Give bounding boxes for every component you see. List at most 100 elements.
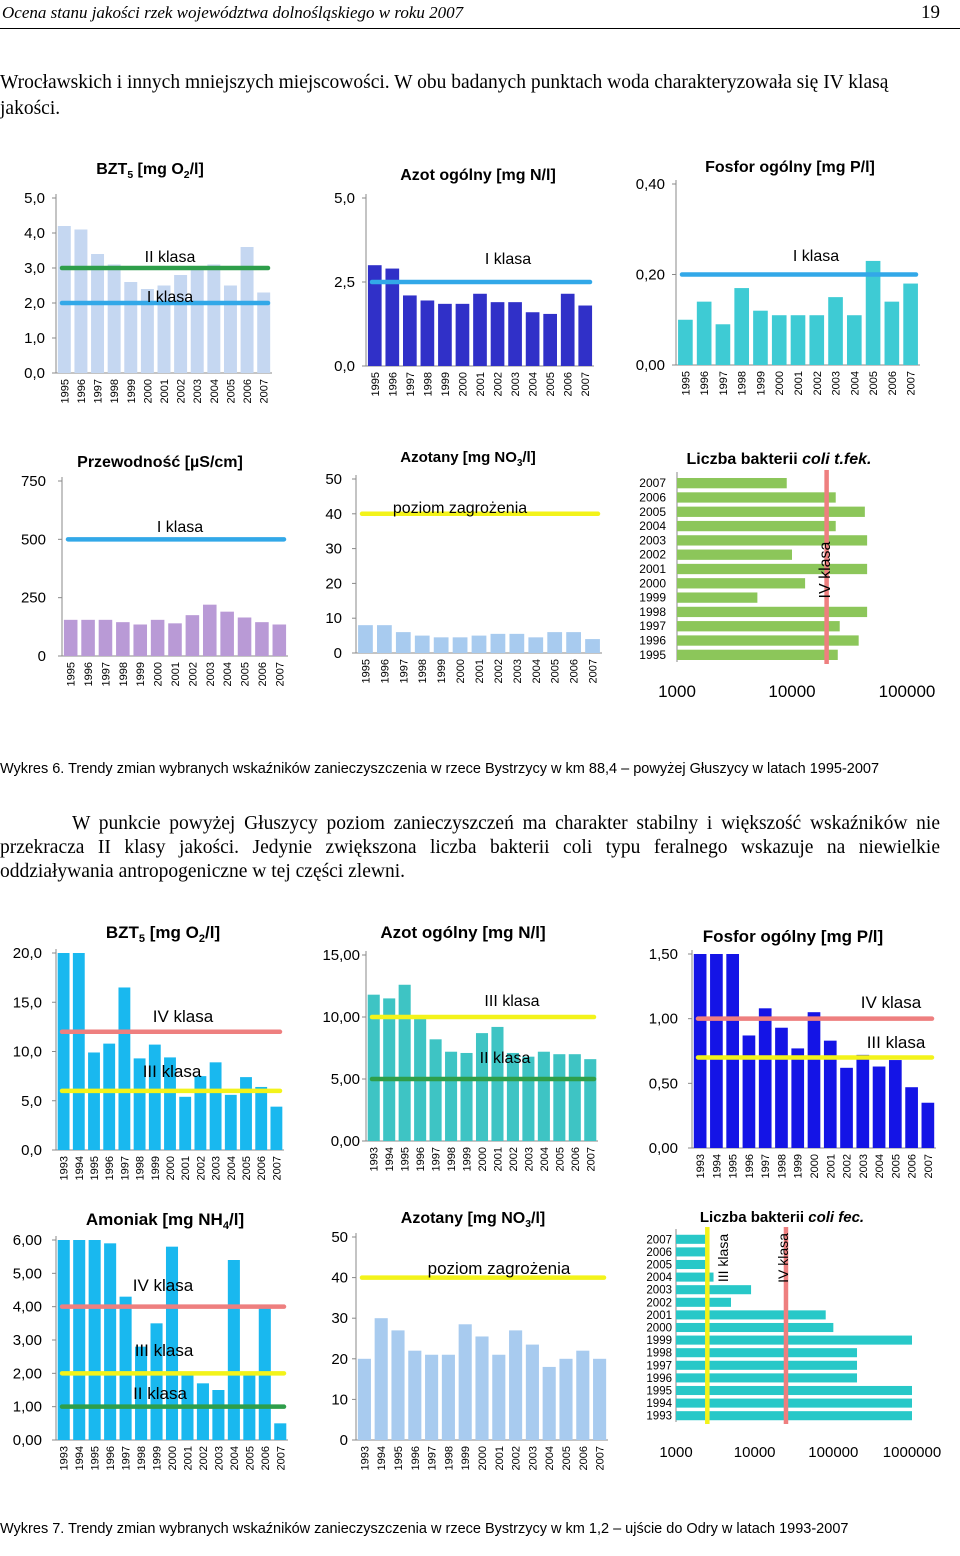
x-tick-label: 1998 [109,379,121,403]
x-tick-label: 1993 [59,1156,71,1180]
y-tick-label: 0 [340,1432,348,1449]
bar-2004 [872,1066,886,1148]
bar-1998 [420,300,435,366]
x-tick-label: 2000 [457,372,469,396]
y-tick-label: 1998 [646,1348,672,1360]
bar-2002 [196,1383,209,1440]
x-tick-label: 1995 [680,371,692,395]
y-tick-label: 1997 [646,1360,672,1372]
c7_coli-chart: 2007200620052004200320022001200019991998… [646,1227,941,1461]
x-tick-label: 1995 [360,659,372,683]
header-title: Ocena stanu jakości rzek województwa dol… [2,3,464,22]
y-tick-label: 2007 [639,476,666,490]
bar-2001 [179,1096,192,1150]
y-tick-label: 0,50 [649,1075,678,1092]
y-tick-label: 2002 [639,548,666,562]
x-tick-label: 2001 [474,659,486,683]
chart-title: Amoniak [mg NH4/l] [86,1210,244,1232]
y-tick-label: 0,00 [331,1133,360,1150]
bar-2007 [257,292,271,373]
x-tick-label: 1998 [118,662,130,686]
bar-2002 [185,615,200,656]
bar-2000 [475,1033,489,1141]
bar-2001 [168,623,182,656]
y-tick-label: 1993 [646,1411,672,1423]
bar-1993 [676,1411,912,1421]
x-tick-label: 1996 [76,379,88,403]
c6_fosfor-chart: 0,00 0,20 0,40 1995 1996 1997 1998 1999 2000 2001… [636,176,920,395]
x-tick-label: 1000 [659,1444,692,1461]
x-tick-label: 2003 [523,1147,535,1171]
bar-1993 [57,953,70,1150]
y-tick-label: 20,0 [13,945,42,962]
bar-1995 [391,1330,405,1440]
x-tick-label: 2005 [550,659,562,683]
x-tick-label: 1995 [370,372,382,396]
bar-1993 [357,1358,371,1440]
x-tick-label: 2001 [825,1154,837,1178]
bar-1995 [88,1240,101,1440]
bar-2006 [568,1054,581,1141]
y-tick-label: 0,40 [636,176,665,193]
threshold-label: I klasa [157,519,203,536]
body-paragraph: W punkcie powyżej Głuszycy poziom zaniec… [0,812,940,884]
bar-2006 [576,1350,590,1440]
y-tick-label: 10,00 [322,1009,360,1026]
page-header: Ocena stanu jakości rzek województwa dol… [0,0,960,29]
bar-2005 [240,1077,252,1150]
y-tick-label: 2006 [646,1247,672,1259]
x-tick-label: 1996 [744,1154,756,1178]
bar-2005 [888,1060,902,1148]
page-number: 19 [921,2,940,23]
x-tick-label: 2007 [275,1446,287,1470]
y-tick-label: 0,00 [649,1140,678,1157]
bar-2006 [677,492,836,503]
x-tick-label: 1998 [417,659,429,683]
threshold-label: IV klasa [861,993,922,1012]
bar-1994 [710,954,723,1148]
x-tick-label: 2002 [493,659,505,683]
bar-2005 [553,1054,566,1141]
bar-2000 [771,315,787,365]
bar-2006 [676,1247,706,1257]
threshold-label: III klasa [143,1062,202,1081]
x-tick-label: 1995 [90,1446,102,1470]
bar-2002 [509,1330,523,1440]
y-tick-label: 1996 [639,634,666,648]
c7_bzt-chart: 0,0 5,0 10,0 15,0 20,0 1993 1994 1995 1996 1997 19… [13,945,284,1180]
y-tick-label: 2004 [646,1272,672,1284]
bar-2003 [202,604,217,656]
x-tick-label: 2004 [531,659,543,683]
bar-1995 [676,1385,912,1396]
bar-2004 [537,1051,550,1141]
x-tick-label: 2007 [271,1156,283,1180]
c7_amoniak-chart: 0,00 1,00 2,00 3,00 4,00 5,00 6,00 1993 1994 1995… [13,1232,288,1470]
bar-2001 [491,1026,504,1141]
bar-1997 [91,254,105,373]
c7_azotany-chart: 0 10 20 30 40 50 1993 1994 1995 1996 1997 1998 1999 2… [331,1229,608,1470]
bar-1997 [425,1354,439,1440]
bar-2000 [807,1012,821,1148]
x-tick-label: 1995 [400,1147,412,1171]
threshold-label: poziom zagrożenia [428,1259,571,1278]
bar-1998 [133,1058,146,1150]
x-tick-label: 1998 [135,1156,147,1180]
bar-2005 [865,260,881,365]
x-tick-label: 1998 [737,371,749,395]
x-tick-label: 2002 [508,1147,520,1171]
x-tick-label: 2006 [260,1446,272,1470]
bar-2006 [255,1086,268,1150]
x-tick-label: 2002 [842,1154,854,1178]
bar-2002 [174,275,188,373]
bar-1999 [677,592,758,603]
x-tick-label: 2005 [244,1446,256,1470]
y-tick-label: 2,0 [24,295,45,312]
body-text: W punkcie powyżej Głuszycy poziom zaniec… [0,813,940,882]
x-tick-label: 2000 [153,662,165,686]
threshold-label: I klasa [793,248,839,265]
bar-2007 [677,478,787,489]
x-tick-label: 1997 [121,1446,133,1470]
y-tick-label: 1996 [646,1373,672,1385]
